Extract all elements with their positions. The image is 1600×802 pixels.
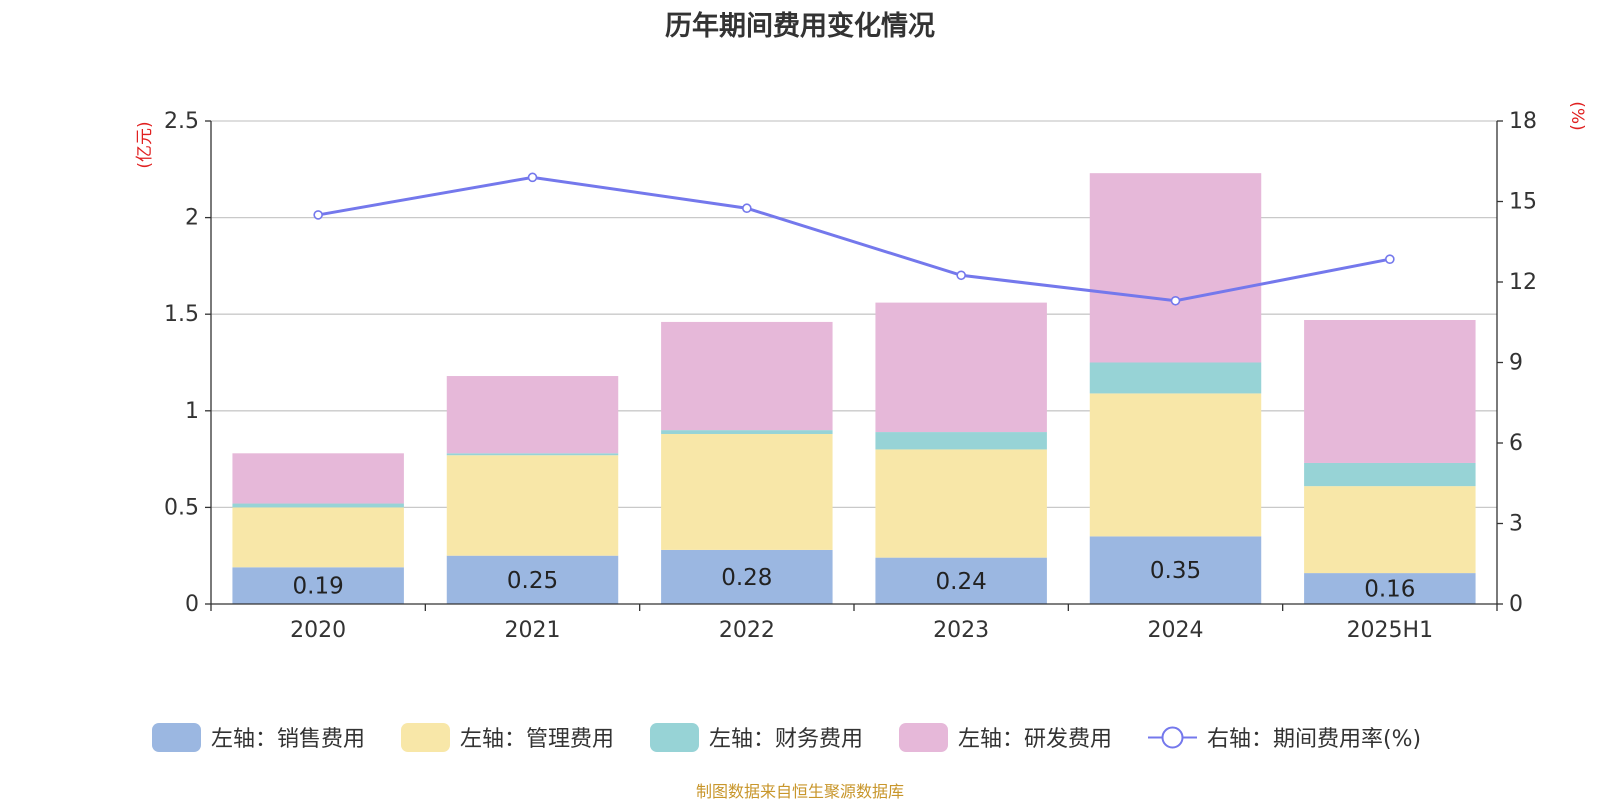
- legend-label-sales: 左轴：销售费用: [211, 727, 366, 752]
- legend-swatch-finance: [650, 722, 699, 752]
- bar-segment: [1304, 573, 1476, 604]
- legend-label-finance: 左轴：财务费用: [709, 727, 864, 752]
- bar-segment: [661, 433, 833, 550]
- y-right-tick-label: 12: [1509, 270, 1537, 295]
- bar-segment: [1089, 393, 1262, 537]
- y-right-tick-label: 0: [1509, 592, 1523, 617]
- x-tick-label: 2025H1: [1347, 618, 1434, 643]
- bar-segment: [446, 453, 619, 456]
- bar-segment: [446, 555, 619, 604]
- x-tick-label: 2022: [719, 618, 775, 643]
- bar-segment: [232, 507, 404, 568]
- y-left-tick-label: 1: [185, 399, 199, 424]
- legend-label-admin: 左轴：管理费用: [460, 727, 615, 752]
- bar-segment: [446, 376, 619, 454]
- bar-segment: [232, 567, 404, 604]
- legend-swatch-admin: [401, 722, 450, 752]
- bar-segment: [232, 503, 404, 508]
- bar-data-label: 0.35: [1150, 558, 1201, 584]
- bar-segment: [875, 557, 1047, 604]
- rate-line-group: [313, 172, 1395, 306]
- bar-data-label: 0.24: [936, 569, 987, 595]
- legend-label-rd: 左轴：研发费用: [958, 727, 1113, 752]
- legend-item-sales[interactable]: 左轴：销售费用: [152, 720, 365, 754]
- rate-point: [313, 210, 323, 220]
- bar-labels: 0.19 0.25 0.28 0.24 0.35 0.16: [293, 558, 1416, 602]
- rate-point: [956, 270, 966, 281]
- legend-item-rate[interactable]: 右轴：期间费用率(%): [1148, 720, 1421, 754]
- axes: 0 0.5 1 1.5 2 2.5 0 3 6 9 12 15 18 (亿元) (%) 2020 2021 202…: [135, 101, 1587, 643]
- legend-swatch-sales: [152, 722, 201, 752]
- bar-segment: [1089, 173, 1262, 363]
- y-right-tick-label: 6: [1509, 431, 1523, 456]
- y-left-tick-label: 2.5: [164, 109, 199, 134]
- bar-segment: [661, 321, 833, 431]
- legend-swatch-rd: [899, 722, 948, 752]
- bar-data-label: 0.28: [721, 565, 772, 591]
- y-left-tick-label: 0.5: [164, 495, 199, 520]
- rate-point: [1170, 295, 1181, 306]
- legend-label-rate: 右轴：期间费用率(%): [1207, 727, 1422, 752]
- rate-point: [527, 172, 538, 183]
- y-right-tick-label: 9: [1509, 351, 1523, 376]
- legend-item-finance[interactable]: 左轴：财务费用: [650, 720, 863, 754]
- bar-segment: [232, 453, 404, 504]
- bar-segment: [875, 432, 1047, 450]
- legend-line-icon: [1148, 726, 1197, 748]
- bar-data-label: 0.25: [507, 568, 558, 594]
- bar-segment: [661, 430, 833, 434]
- bar-data-label: 0.19: [293, 574, 344, 600]
- legend-item-rd[interactable]: 左轴：研发费用: [899, 720, 1112, 754]
- y-left-unit-label: (亿元): [135, 121, 155, 168]
- bar-segment: [1304, 462, 1476, 487]
- y-left-tick-label: 1.5: [164, 302, 199, 327]
- x-tick-label: 2021: [505, 618, 561, 643]
- y-right-tick-label: 15: [1509, 190, 1537, 215]
- bar-segment: [875, 449, 1047, 558]
- grid-lines: [211, 120, 1497, 509]
- source-note: 制图数据来自恒生聚源数据库: [695, 782, 904, 801]
- bar-segment: [446, 455, 619, 556]
- chart-area: 0.19 0.25 0.28 0.24 0.35 0.16 0 0.5 1 1.5 2 2.5 0 3 6…: [135, 101, 1587, 643]
- rate-point: [742, 203, 752, 214]
- x-tick-label: 2024: [1148, 618, 1204, 643]
- y-left-tick-label: 2: [185, 206, 199, 231]
- y-right-unit-label: (%): [1567, 101, 1587, 130]
- bar-data-label: 0.16: [1364, 577, 1415, 603]
- y-right-tick-label: 3: [1509, 512, 1523, 537]
- y-right-tick-label: 18: [1509, 109, 1537, 134]
- bar-segment: [661, 549, 833, 604]
- bar-group: [232, 173, 1476, 604]
- legend-item-admin[interactable]: 左轴：管理费用: [401, 720, 614, 754]
- bar-segment: [1304, 319, 1476, 463]
- x-tick-label: 2023: [933, 618, 989, 643]
- rate-line: [317, 175, 1391, 303]
- y-left-tick-label: 0: [185, 592, 199, 617]
- x-tick-label: 2020: [290, 618, 346, 643]
- bar-segment: [1304, 486, 1476, 574]
- bar-segment: [875, 302, 1047, 433]
- chart-title: 历年期间费用变化情况: [665, 11, 935, 42]
- rate-point: [1385, 254, 1395, 264]
- bar-segment: [1089, 536, 1262, 604]
- bar-segment: [1089, 362, 1262, 394]
